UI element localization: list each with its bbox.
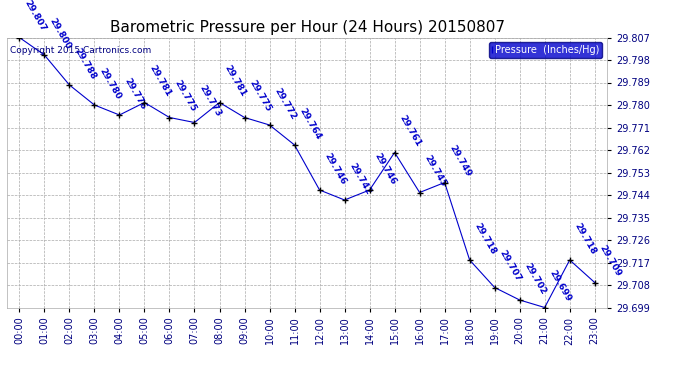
Text: 29.776: 29.776 <box>122 76 148 111</box>
Text: 29.742: 29.742 <box>347 161 373 196</box>
Text: 29.746: 29.746 <box>322 151 348 186</box>
Text: 29.761: 29.761 <box>397 114 422 148</box>
Text: 29.788: 29.788 <box>72 46 97 81</box>
Text: 29.718: 29.718 <box>573 221 598 256</box>
Text: 29.773: 29.773 <box>197 84 223 118</box>
Title: Barometric Pressure per Hour (24 Hours) 20150807: Barometric Pressure per Hour (24 Hours) … <box>110 20 504 35</box>
Text: 29.718: 29.718 <box>473 221 497 256</box>
Text: 29.764: 29.764 <box>297 106 323 141</box>
Text: 29.780: 29.780 <box>97 66 122 101</box>
Text: 29.702: 29.702 <box>522 261 548 296</box>
Text: 29.699: 29.699 <box>547 268 573 303</box>
Text: 29.746: 29.746 <box>373 151 397 186</box>
Text: 29.749: 29.749 <box>447 143 473 178</box>
Text: 29.775: 29.775 <box>247 78 273 113</box>
Text: 29.800: 29.800 <box>47 16 72 51</box>
Text: 29.775: 29.775 <box>172 78 197 113</box>
Text: 29.781: 29.781 <box>222 64 248 98</box>
Text: 29.707: 29.707 <box>497 249 522 284</box>
Text: 29.745: 29.745 <box>422 153 448 188</box>
Text: 29.772: 29.772 <box>273 86 297 121</box>
Legend: Pressure  (Inches/Hg): Pressure (Inches/Hg) <box>489 42 602 58</box>
Text: 29.807: 29.807 <box>22 0 48 33</box>
Text: Copyright 2015 Cartronics.com: Copyright 2015 Cartronics.com <box>10 46 151 55</box>
Text: 29.709: 29.709 <box>598 244 622 278</box>
Text: 29.781: 29.781 <box>147 64 172 98</box>
